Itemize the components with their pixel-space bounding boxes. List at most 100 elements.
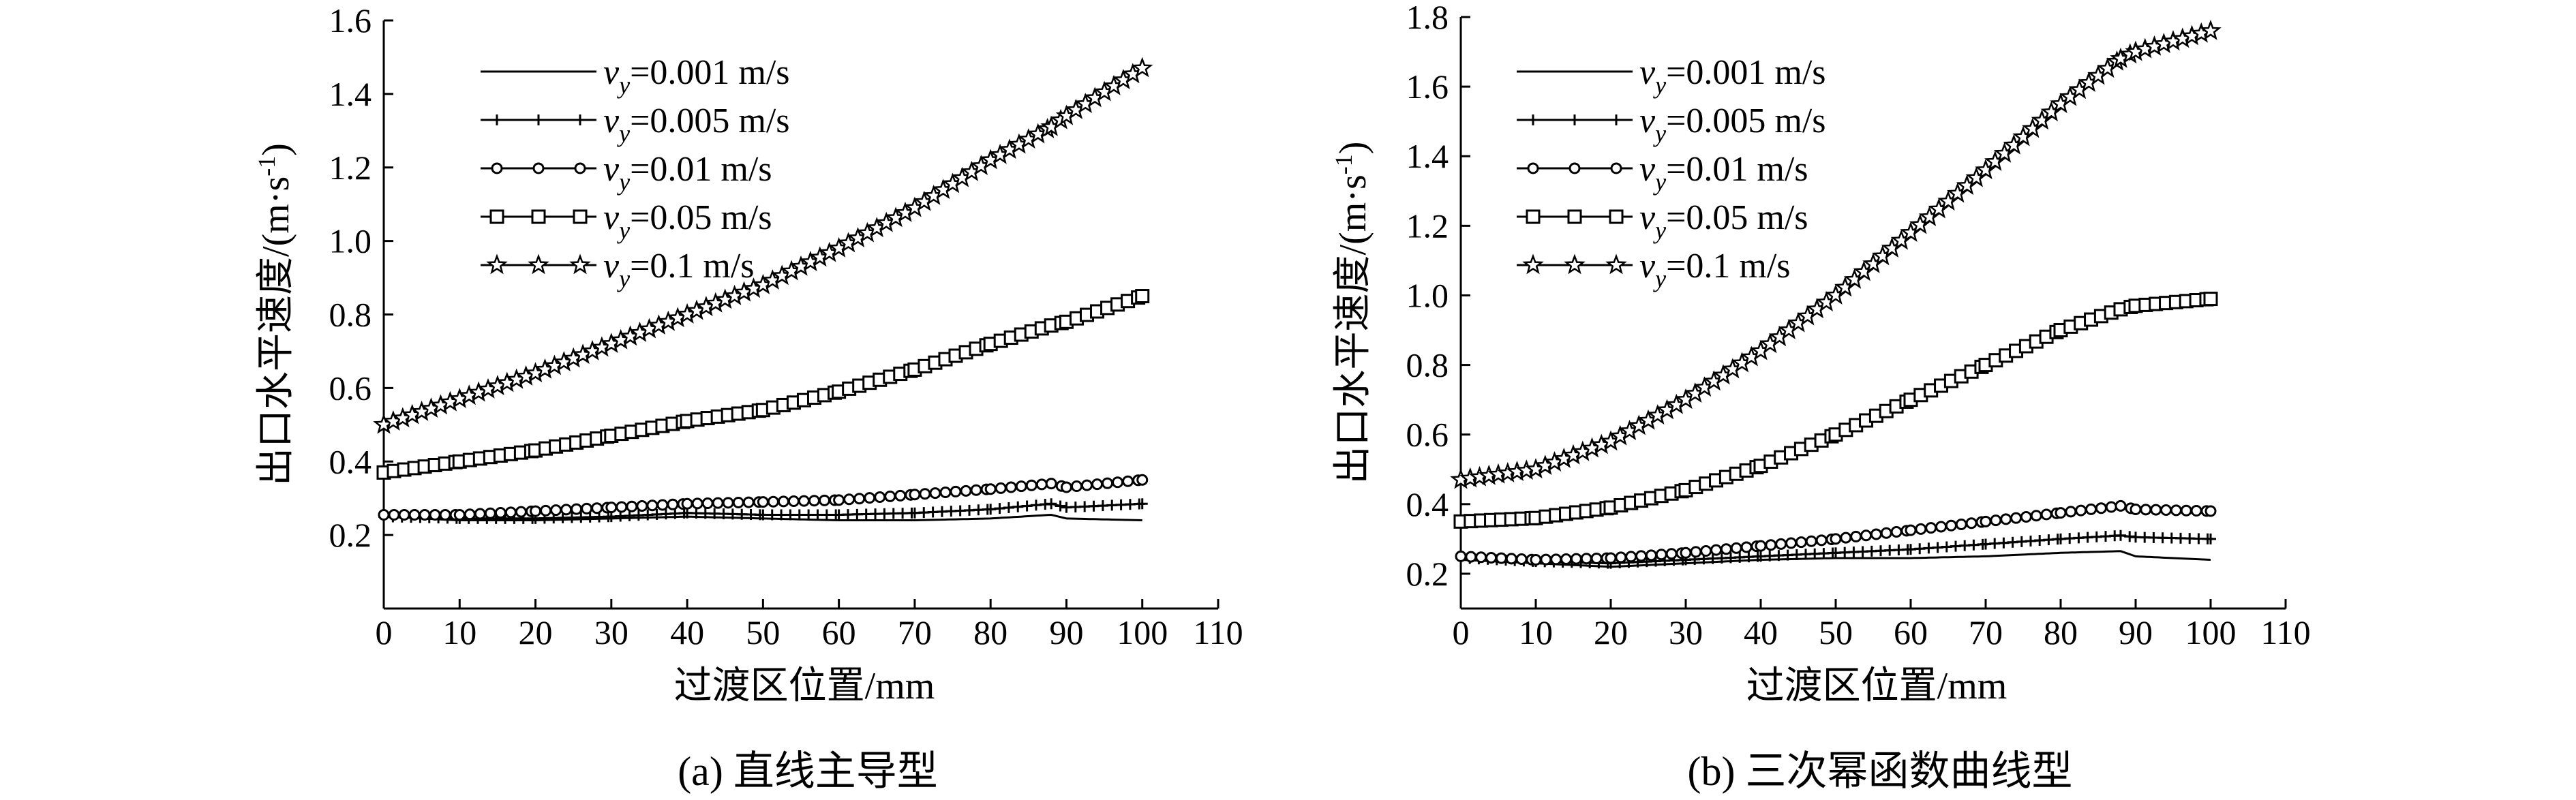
data-point: [560, 504, 573, 516]
data-point: [1124, 499, 1136, 510]
data-point: [1785, 537, 1798, 549]
data-point: [1135, 289, 1150, 304]
legend-sub: y: [1653, 168, 1666, 196]
data-point: [429, 508, 441, 521]
data-point: [2020, 510, 2032, 523]
y-tick-label: 1.6: [1406, 67, 1449, 106]
legend-entry: vy=0.001 m/s: [481, 53, 790, 99]
data-point: [1061, 502, 1072, 513]
legend-marker: [1526, 209, 1541, 224]
x-tick-label: 30: [594, 613, 628, 651]
x-tick-label: 30: [1669, 613, 1703, 651]
legend-marker: [1564, 253, 1586, 275]
data-point: [870, 508, 881, 520]
legend-sub: y: [617, 120, 630, 147]
data-point: [2095, 502, 2107, 514]
legend-marker: [533, 114, 544, 125]
data-point: [464, 508, 476, 521]
data-point: [1106, 499, 1118, 511]
data-point: [1965, 517, 1978, 529]
data-point: [2205, 533, 2216, 544]
data-point: [1136, 498, 1148, 510]
data-point: [2203, 292, 2218, 307]
legend-sub: y: [1653, 72, 1666, 99]
x-tick-label: 110: [2260, 613, 2310, 651]
data-point: [1465, 551, 1477, 563]
data-point: [1570, 553, 1582, 565]
data-point: [1890, 526, 1903, 538]
legend-sub: y: [617, 265, 630, 292]
data-point: [605, 502, 618, 514]
x-tick-label: 70: [1969, 613, 2003, 651]
data-point: [918, 507, 930, 519]
data-point: [2085, 503, 2097, 515]
y-tick-label: 0.8: [1406, 346, 1449, 384]
series-plus: [378, 498, 1148, 524]
data-point: [2200, 19, 2222, 40]
data-point: [656, 499, 669, 511]
legend-var: v: [1639, 247, 1656, 286]
data-point: [909, 489, 921, 501]
data-point: [742, 496, 755, 508]
legend-label: vy=0.1 m/s: [603, 247, 755, 292]
series-star: [1450, 19, 2222, 489]
data-point: [888, 508, 899, 519]
legend-rest: =0.005 m/s: [1666, 102, 1825, 140]
data-point: [712, 497, 724, 509]
data-point: [985, 504, 997, 515]
figure-caption: (b) 三次幂函数曲线型: [1688, 749, 2073, 794]
data-point: [919, 488, 931, 500]
data-point: [494, 507, 506, 519]
series-square: [376, 289, 1150, 480]
legend-entry: vy=0.01 m/s: [481, 150, 772, 196]
data-point: [1070, 480, 1082, 493]
data-point: [745, 509, 757, 521]
data-point: [398, 508, 410, 521]
legend-marker: [573, 209, 588, 224]
legend-sub: y: [617, 72, 630, 99]
data-point: [1840, 532, 1852, 544]
data-point: [1097, 500, 1108, 512]
legend-rest: =0.1 m/s: [630, 247, 754, 286]
data-point: [1102, 477, 1114, 489]
data-point: [646, 499, 658, 512]
data-point: [2140, 504, 2152, 516]
x-tick-label: 60: [1894, 613, 1928, 651]
legend-marker: [1527, 162, 1539, 174]
data-point: [1122, 475, 1134, 487]
x-tick-label: 10: [1519, 613, 1553, 651]
legend-label: vy=0.005 m/s: [603, 102, 790, 147]
data-point: [667, 498, 679, 510]
data-point: [950, 485, 962, 497]
legend-marker: [1609, 209, 1624, 224]
legend-var: v: [603, 53, 620, 92]
data-point: [591, 502, 603, 514]
legend-marker: [569, 253, 591, 275]
data-point: [785, 509, 796, 521]
x-tick-label: 40: [1744, 613, 1778, 651]
data-point: [709, 508, 721, 519]
chart-panel-a: 0 10 20 30 40 50 60 70 80 90 100 110 0.2 0.4 0.6 0.8 1.0…: [253, 1, 1243, 794]
legend-marker: [531, 209, 546, 224]
legend-marker: [528, 253, 549, 275]
data-point: [1055, 500, 1066, 512]
data-point: [2000, 513, 2012, 525]
legend-var: v: [603, 247, 620, 286]
data-point: [853, 493, 866, 505]
data-point: [2150, 504, 2162, 516]
data-point: [1030, 499, 1042, 511]
legend-marker: [491, 114, 502, 125]
legend-rest: =0.01 m/s: [630, 150, 772, 189]
legend-marker: [1567, 209, 1582, 224]
legend-marker: [574, 162, 586, 174]
legend-entry: vy=0.1 m/s: [1517, 247, 1791, 292]
data-point: [812, 509, 823, 521]
data-point: [1115, 499, 1127, 510]
series-circle: [1455, 499, 2217, 566]
data-point: [2030, 510, 2042, 522]
x-tick-label: 20: [519, 613, 553, 651]
data-point: [2010, 512, 2022, 524]
data-point: [1530, 554, 1542, 566]
data-point: [2170, 504, 2182, 517]
data-point: [2075, 504, 2087, 517]
